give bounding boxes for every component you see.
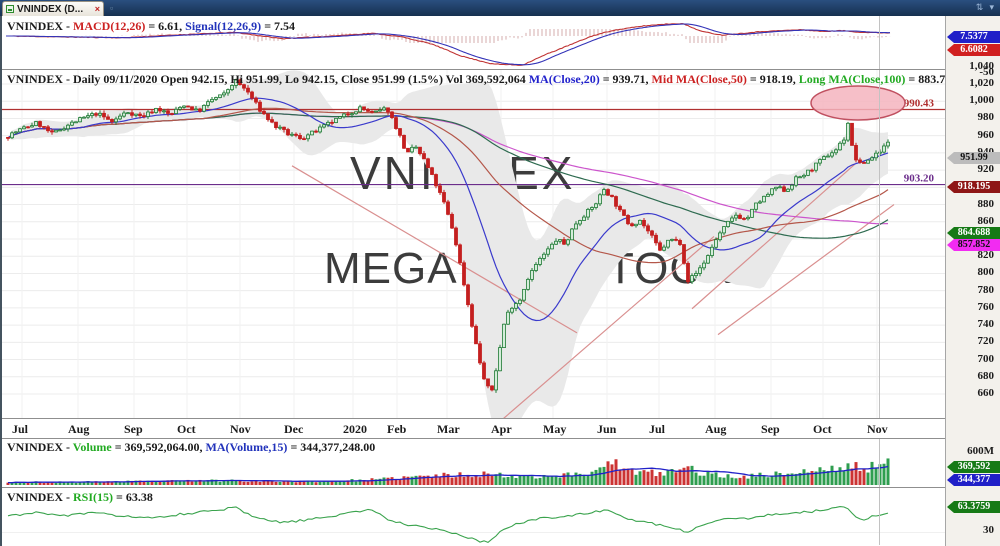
price-axis: 1,0401,0201,0009809609409209008808608408… (945, 16, 1000, 546)
header-text-segment: Mid MA(Close,50) (651, 72, 747, 86)
close-icon[interactable]: × (94, 3, 100, 14)
macd-chart[interactable] (2, 16, 945, 69)
header-text-segment: Long MA(Close,100) (798, 72, 906, 86)
x-axis-label: Apr (491, 422, 512, 436)
header-text-segment: = 369,592,064.00, (111, 440, 206, 454)
y-axis-label: 880 (977, 197, 995, 210)
x-axis-label: Dec (284, 422, 304, 436)
y-axis-label: 720 (977, 335, 995, 348)
header-text-segment: VNINDEX - (7, 440, 73, 454)
header-text-segment: VNINDEX - (7, 19, 73, 33)
price-tag: 6.6082 (947, 44, 1000, 56)
price-tag: 918.195 (947, 181, 1000, 193)
x-axis-label: May (543, 422, 567, 436)
titlebar-icons[interactable]: ⇅ ▾ (975, 2, 996, 12)
header-text-segment: MA(Volume,15) (205, 440, 288, 454)
header-text-segment: = 63.38 (113, 490, 153, 504)
header-text-segment: MACD(12,26) (73, 19, 146, 33)
y-axis-label: 760 (977, 300, 995, 313)
tab-bar: VNINDEX (D... × ▫ ⇅ ▾ (0, 0, 1000, 17)
y-axis-label: 860 (977, 214, 995, 227)
y-axis-label: 700 (977, 352, 995, 365)
header-text-segment: VNINDEX - (7, 490, 73, 504)
x-axis-label: Oct (177, 422, 196, 436)
crosshair-cursor-line (879, 16, 880, 545)
header-text-segment: = 7.54 (261, 19, 296, 33)
y-axis-label: 920 (977, 163, 995, 176)
price-tag: 344,377 (947, 474, 1000, 486)
y-axis-label: 960 (977, 128, 995, 141)
x-axis-label: Mar (437, 422, 460, 436)
hline-label: 903.20 (904, 173, 935, 185)
x-axis-label: Nov (230, 422, 251, 436)
hline-label: 990.43 (904, 97, 935, 109)
chart-icon (6, 5, 14, 13)
panel-separator (2, 487, 945, 488)
header-text-segment: = 344,377,248.00 (287, 440, 376, 454)
x-axis-label: Sep (761, 422, 780, 436)
x-axis-label: Sep (124, 422, 143, 436)
header-text-segment: VNINDEX - Daily 09/11/2020 Open 942.15, … (7, 72, 529, 86)
x-axis-label: Aug (705, 422, 727, 436)
time-axis: Jul Aug Sep Oct Nov Dec 2020 Feb Mar Apr May Jun Jul… (2, 418, 945, 439)
price-tag: 864.688 (947, 227, 1000, 239)
panel-separator (2, 69, 945, 70)
y-axis-label: 600M (967, 445, 994, 457)
header-text-segment: Volume (72, 440, 112, 454)
tab-title: VNINDEX (D... (17, 3, 84, 15)
price-tag: 857.852 (947, 239, 1000, 251)
x-axis-label: Oct (813, 422, 832, 436)
y-axis-label: 820 (977, 249, 995, 262)
x-axis-label: Jul (649, 422, 666, 436)
rsi-line (7, 506, 889, 544)
x-axis-label: Jul (12, 422, 29, 436)
tab-vnindex[interactable]: VNINDEX (D... × (2, 1, 104, 16)
price-tag: 369,592 (947, 461, 1000, 473)
candles-layer (6, 78, 890, 393)
price-tag: 7.5377 (947, 31, 1000, 43)
header-text-segment: = 883.70, (905, 72, 958, 86)
rsi-chart[interactable] (2, 488, 945, 545)
y-axis-label: 740 (977, 318, 995, 331)
y-axis-label: 660 (977, 386, 995, 399)
new-tab-icon[interactable]: ▫ (110, 3, 114, 13)
volume-header: VNINDEX - Volume = 369,592,064.00, MA(Vo… (7, 440, 375, 455)
x-axis-label: Aug (68, 422, 90, 436)
y-axis-label: 1,020 (969, 77, 994, 89)
header-text-segment: = 918.19, (746, 72, 799, 86)
y-axis-label: 1,040 (969, 59, 994, 72)
y-axis-label: 30 (983, 524, 994, 536)
volume-ma-line (7, 465, 889, 484)
chart-panels: VNINDEX - MACD(12,26) = 6.61, Signal(12,… (0, 16, 1000, 546)
x-axis-label: 2020 (343, 422, 367, 436)
header-text-segment: = 939.71, (599, 72, 652, 86)
x-axis-label: Jun (597, 422, 617, 436)
y-axis-label: 1,000 (969, 94, 994, 107)
header-text-segment: RSI(15) (73, 490, 114, 504)
moving-averages (7, 97, 889, 322)
volume-chart[interactable] (2, 438, 945, 487)
price-tag: 951.99 (947, 152, 1000, 164)
y-axis-label: 780 (977, 283, 995, 296)
price-header: VNINDEX - Daily 09/11/2020 Open 942.15, … (7, 72, 1000, 87)
y-axis-label: 800 (977, 266, 995, 279)
y-axis-label: 680 (977, 369, 995, 382)
volume-bars (6, 458, 890, 485)
price-tag: 63.3759 (947, 501, 1000, 513)
y-axis-label: 980 (977, 111, 995, 124)
header-text-segment: = 6.61, (145, 19, 186, 33)
highlight-ellipse-annotation (810, 85, 906, 121)
x-axis-label: Nov (867, 422, 888, 436)
header-text-segment: Signal(12,26,9) (185, 19, 262, 33)
macd-header: VNINDEX - MACD(12,26) = 6.61, Signal(12,… (7, 19, 295, 34)
x-axis-label: Feb (387, 422, 407, 436)
bollinger-band (8, 70, 888, 418)
signal-line (6, 23, 890, 66)
rsi-header: VNINDEX - RSI(15) = 63.38 (7, 490, 153, 505)
y-axis-label: -50 (979, 66, 994, 78)
header-text-segment: MA(Close,20) (528, 72, 600, 86)
